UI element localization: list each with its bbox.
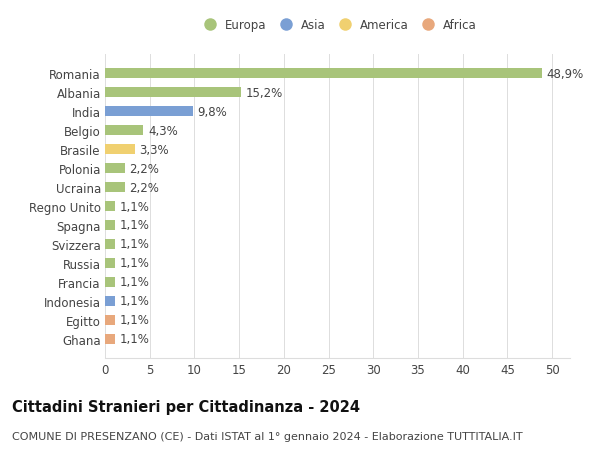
Bar [105, 126, 143, 136]
Text: 1,1%: 1,1% [119, 219, 149, 232]
Bar [105, 202, 115, 212]
Text: 1,1%: 1,1% [119, 313, 149, 327]
Bar [105, 296, 115, 307]
Legend: Europa, Asia, America, Africa: Europa, Asia, America, Africa [193, 14, 482, 36]
Text: 4,3%: 4,3% [148, 124, 178, 137]
Bar [105, 220, 115, 231]
Text: 9,8%: 9,8% [197, 106, 227, 118]
Bar [105, 145, 134, 155]
Text: 1,1%: 1,1% [119, 276, 149, 289]
Text: 1,1%: 1,1% [119, 295, 149, 308]
Bar [105, 69, 542, 79]
Text: 48,9%: 48,9% [547, 67, 584, 80]
Bar [105, 106, 193, 117]
Text: COMUNE DI PRESENZANO (CE) - Dati ISTAT al 1° gennaio 2024 - Elaborazione TUTTITA: COMUNE DI PRESENZANO (CE) - Dati ISTAT a… [12, 431, 523, 442]
Bar [105, 258, 115, 269]
Text: 1,1%: 1,1% [119, 333, 149, 346]
Bar [105, 88, 241, 98]
Text: 2,2%: 2,2% [129, 181, 159, 194]
Bar [105, 182, 125, 193]
Bar [105, 163, 125, 174]
Text: 1,1%: 1,1% [119, 238, 149, 251]
Bar [105, 334, 115, 344]
Text: 2,2%: 2,2% [129, 162, 159, 175]
Bar [105, 239, 115, 250]
Text: 15,2%: 15,2% [245, 86, 283, 100]
Text: 1,1%: 1,1% [119, 257, 149, 270]
Text: 1,1%: 1,1% [119, 200, 149, 213]
Text: Cittadini Stranieri per Cittadinanza - 2024: Cittadini Stranieri per Cittadinanza - 2… [12, 399, 360, 414]
Bar [105, 315, 115, 325]
Bar [105, 277, 115, 287]
Text: 3,3%: 3,3% [139, 143, 169, 156]
